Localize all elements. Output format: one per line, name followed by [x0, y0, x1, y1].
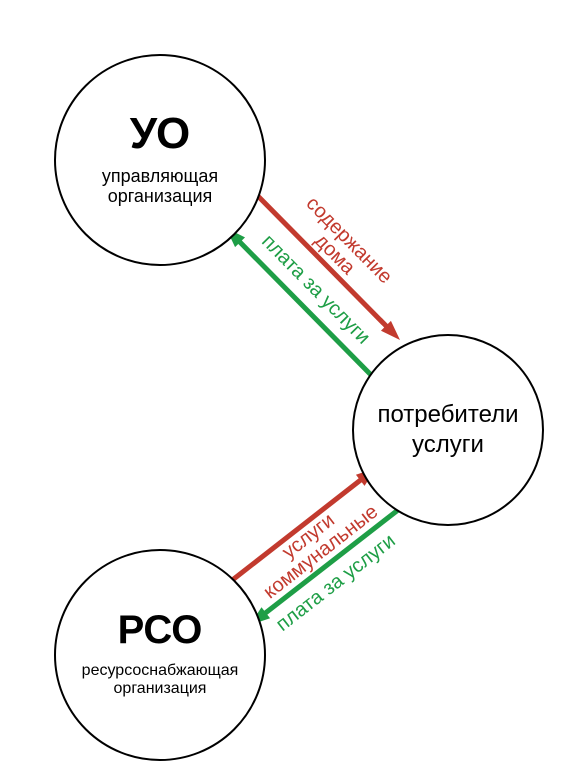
node-circle	[55, 550, 265, 760]
node-title: РСО	[118, 608, 203, 652]
node-subtitle: организация	[114, 680, 207, 697]
node-circle	[353, 335, 543, 525]
node-uo: УО управляющаяорганизация	[55, 55, 265, 265]
node-subtitle: услуги	[412, 431, 484, 458]
node-subtitle: ресурсоснабжающая	[82, 662, 239, 679]
node-subtitle: управляющая	[102, 166, 218, 186]
node-consumers: потребители услуги	[353, 335, 543, 525]
node-subtitle: организация	[108, 186, 213, 206]
node-subtitle: потребители	[377, 401, 518, 428]
node-circle	[55, 55, 265, 265]
diagram-canvas: содержаниедомаплата за услугикоммунальны…	[0, 0, 583, 768]
node-rso: РСО ресурсоснабжающаяорганизация	[55, 550, 265, 760]
node-title: УО	[130, 109, 191, 158]
